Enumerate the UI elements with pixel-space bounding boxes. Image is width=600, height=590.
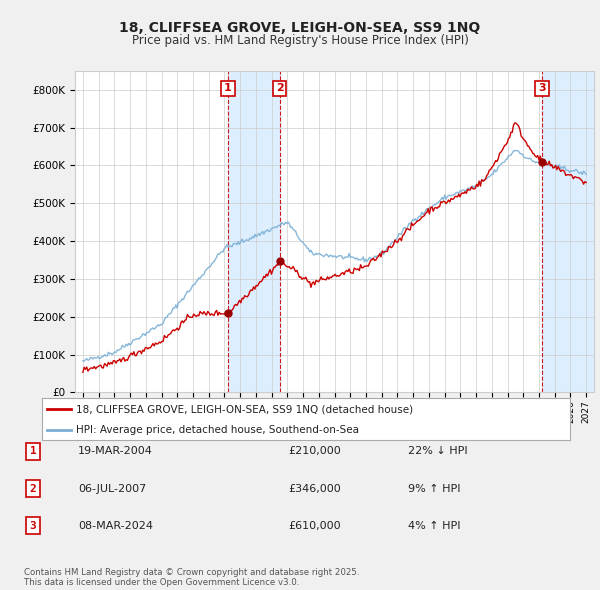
Text: 06-JUL-2007: 06-JUL-2007 bbox=[78, 484, 146, 493]
Text: 3: 3 bbox=[538, 84, 546, 93]
Text: 2: 2 bbox=[29, 484, 37, 493]
Text: Contains HM Land Registry data © Crown copyright and database right 2025.
This d: Contains HM Land Registry data © Crown c… bbox=[24, 568, 359, 587]
Text: 08-MAR-2024: 08-MAR-2024 bbox=[78, 521, 153, 530]
Text: 18, CLIFFSEA GROVE, LEIGH-ON-SEA, SS9 1NQ (detached house): 18, CLIFFSEA GROVE, LEIGH-ON-SEA, SS9 1N… bbox=[76, 404, 413, 414]
Text: £210,000: £210,000 bbox=[288, 447, 341, 456]
Bar bbox=[228, 71, 280, 392]
Text: 2: 2 bbox=[276, 84, 283, 93]
Text: HPI: Average price, detached house, Southend-on-Sea: HPI: Average price, detached house, Sout… bbox=[76, 425, 359, 434]
Text: 1: 1 bbox=[29, 447, 37, 456]
Text: 19-MAR-2004: 19-MAR-2004 bbox=[78, 447, 153, 456]
Text: 9% ↑ HPI: 9% ↑ HPI bbox=[408, 484, 461, 493]
Text: Price paid vs. HM Land Registry's House Price Index (HPI): Price paid vs. HM Land Registry's House … bbox=[131, 34, 469, 47]
Text: 4% ↑ HPI: 4% ↑ HPI bbox=[408, 521, 461, 530]
Text: 3: 3 bbox=[29, 521, 37, 530]
Bar bbox=[542, 71, 594, 392]
Text: £346,000: £346,000 bbox=[288, 484, 341, 493]
Text: 18, CLIFFSEA GROVE, LEIGH-ON-SEA, SS9 1NQ: 18, CLIFFSEA GROVE, LEIGH-ON-SEA, SS9 1N… bbox=[119, 21, 481, 35]
Text: 22% ↓ HPI: 22% ↓ HPI bbox=[408, 447, 467, 456]
Text: 1: 1 bbox=[224, 84, 232, 93]
Text: £610,000: £610,000 bbox=[288, 521, 341, 530]
